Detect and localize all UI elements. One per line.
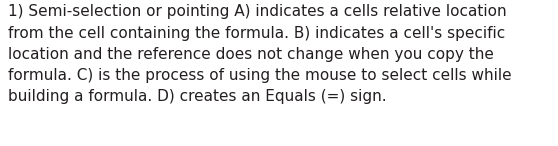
Text: 1) Semi-selection or pointing A) indicates a cells relative location
from the ce: 1) Semi-selection or pointing A) indicat… [8, 4, 512, 104]
